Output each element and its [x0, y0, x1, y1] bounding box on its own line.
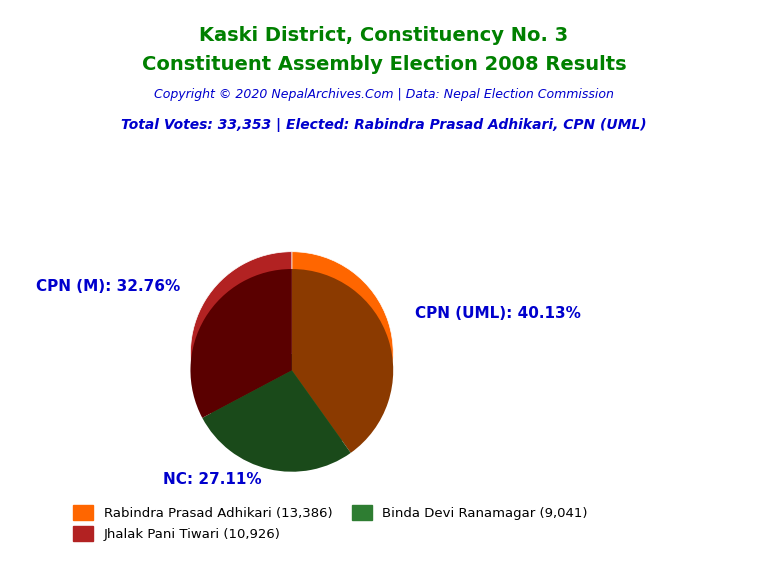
- Text: Kaski District, Constituency No. 3: Kaski District, Constituency No. 3: [200, 26, 568, 45]
- Legend: Rabindra Prasad Adhikari (13,386), Jhalak Pani Tiwari (10,926), Binda Devi Ranam: Rabindra Prasad Adhikari (13,386), Jhala…: [68, 500, 593, 547]
- Text: CPN (UML): 40.13%: CPN (UML): 40.13%: [415, 306, 581, 321]
- Wedge shape: [292, 252, 393, 435]
- Wedge shape: [292, 269, 393, 453]
- Text: Total Votes: 33,353 | Elected: Rabindra Prasad Adhikari, CPN (UML): Total Votes: 33,353 | Elected: Rabindra …: [121, 118, 647, 132]
- Text: Constituent Assembly Election 2008 Results: Constituent Assembly Election 2008 Resul…: [141, 55, 627, 74]
- Wedge shape: [202, 370, 351, 472]
- Wedge shape: [190, 252, 292, 400]
- Text: Copyright © 2020 NepalArchives.Com | Data: Nepal Election Commission: Copyright © 2020 NepalArchives.Com | Dat…: [154, 88, 614, 101]
- Text: CPN (M): 32.76%: CPN (M): 32.76%: [36, 279, 180, 294]
- Wedge shape: [202, 353, 351, 454]
- Wedge shape: [190, 269, 292, 418]
- Text: NC: 27.11%: NC: 27.11%: [164, 472, 262, 487]
